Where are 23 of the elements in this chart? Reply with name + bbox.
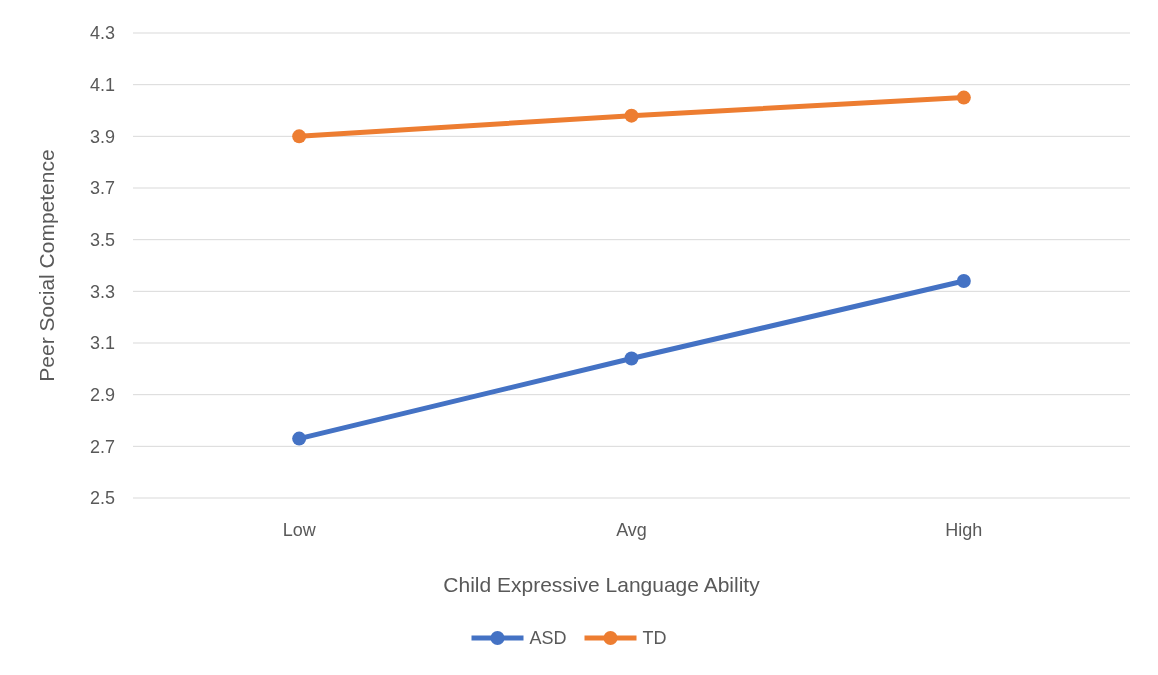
point (956, 274, 971, 288)
x-tick-label: High (945, 520, 983, 540)
y-tick-label: 3.5 (89, 229, 115, 250)
y-tick-label: 3.1 (89, 333, 115, 354)
x-tick-label: Low (282, 520, 317, 540)
y-tick-label: 3.3 (89, 281, 115, 302)
point (956, 90, 971, 105)
legend-label: TD (642, 628, 667, 649)
y-tick-label: 4.1 (89, 74, 115, 95)
legend-label: ASD (529, 628, 567, 649)
y-tick-label: 2.7 (89, 436, 115, 457)
y-tick-label: 2.9 (89, 384, 115, 405)
y-tick-label: 3.7 (89, 178, 115, 199)
point (292, 129, 307, 144)
point (624, 351, 639, 366)
y-tick-label: 2.5 (89, 488, 115, 509)
x-axis-title: Child Expressive Language Ability (443, 573, 761, 596)
point (624, 108, 639, 123)
x-tick-label: Avg (616, 520, 647, 540)
y-tick-label: 3.9 (89, 126, 115, 147)
point (292, 431, 307, 446)
y-axis-title: Peer Social Competence (35, 149, 58, 382)
y-tick-label: 4.3 (89, 23, 115, 44)
